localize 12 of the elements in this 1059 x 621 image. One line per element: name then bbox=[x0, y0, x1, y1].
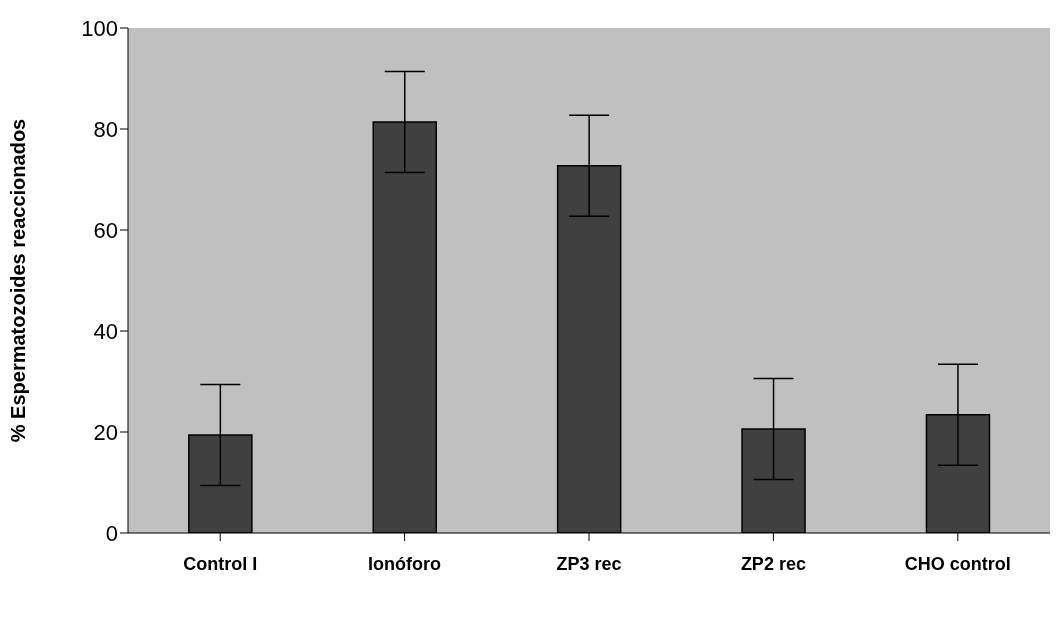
x-tick-label: Control I bbox=[183, 553, 258, 574]
y-tick-label: 40 bbox=[93, 318, 118, 344]
y-tick-label: 20 bbox=[93, 419, 118, 445]
y-tick-label: 100 bbox=[81, 15, 118, 41]
x-tick-label: CHO control bbox=[904, 553, 1011, 574]
x-tick-label: ZP2 rec bbox=[740, 553, 806, 574]
x-tick-label: Ionóforo bbox=[368, 553, 442, 574]
x-tick-label: ZP3 rec bbox=[556, 553, 622, 574]
y-axis-title: % Espermatozoides reaccionados bbox=[7, 118, 30, 443]
y-tick-label: 0 bbox=[105, 520, 118, 546]
y-tick-label: 60 bbox=[93, 217, 118, 243]
y-tick-label: 80 bbox=[93, 116, 118, 142]
